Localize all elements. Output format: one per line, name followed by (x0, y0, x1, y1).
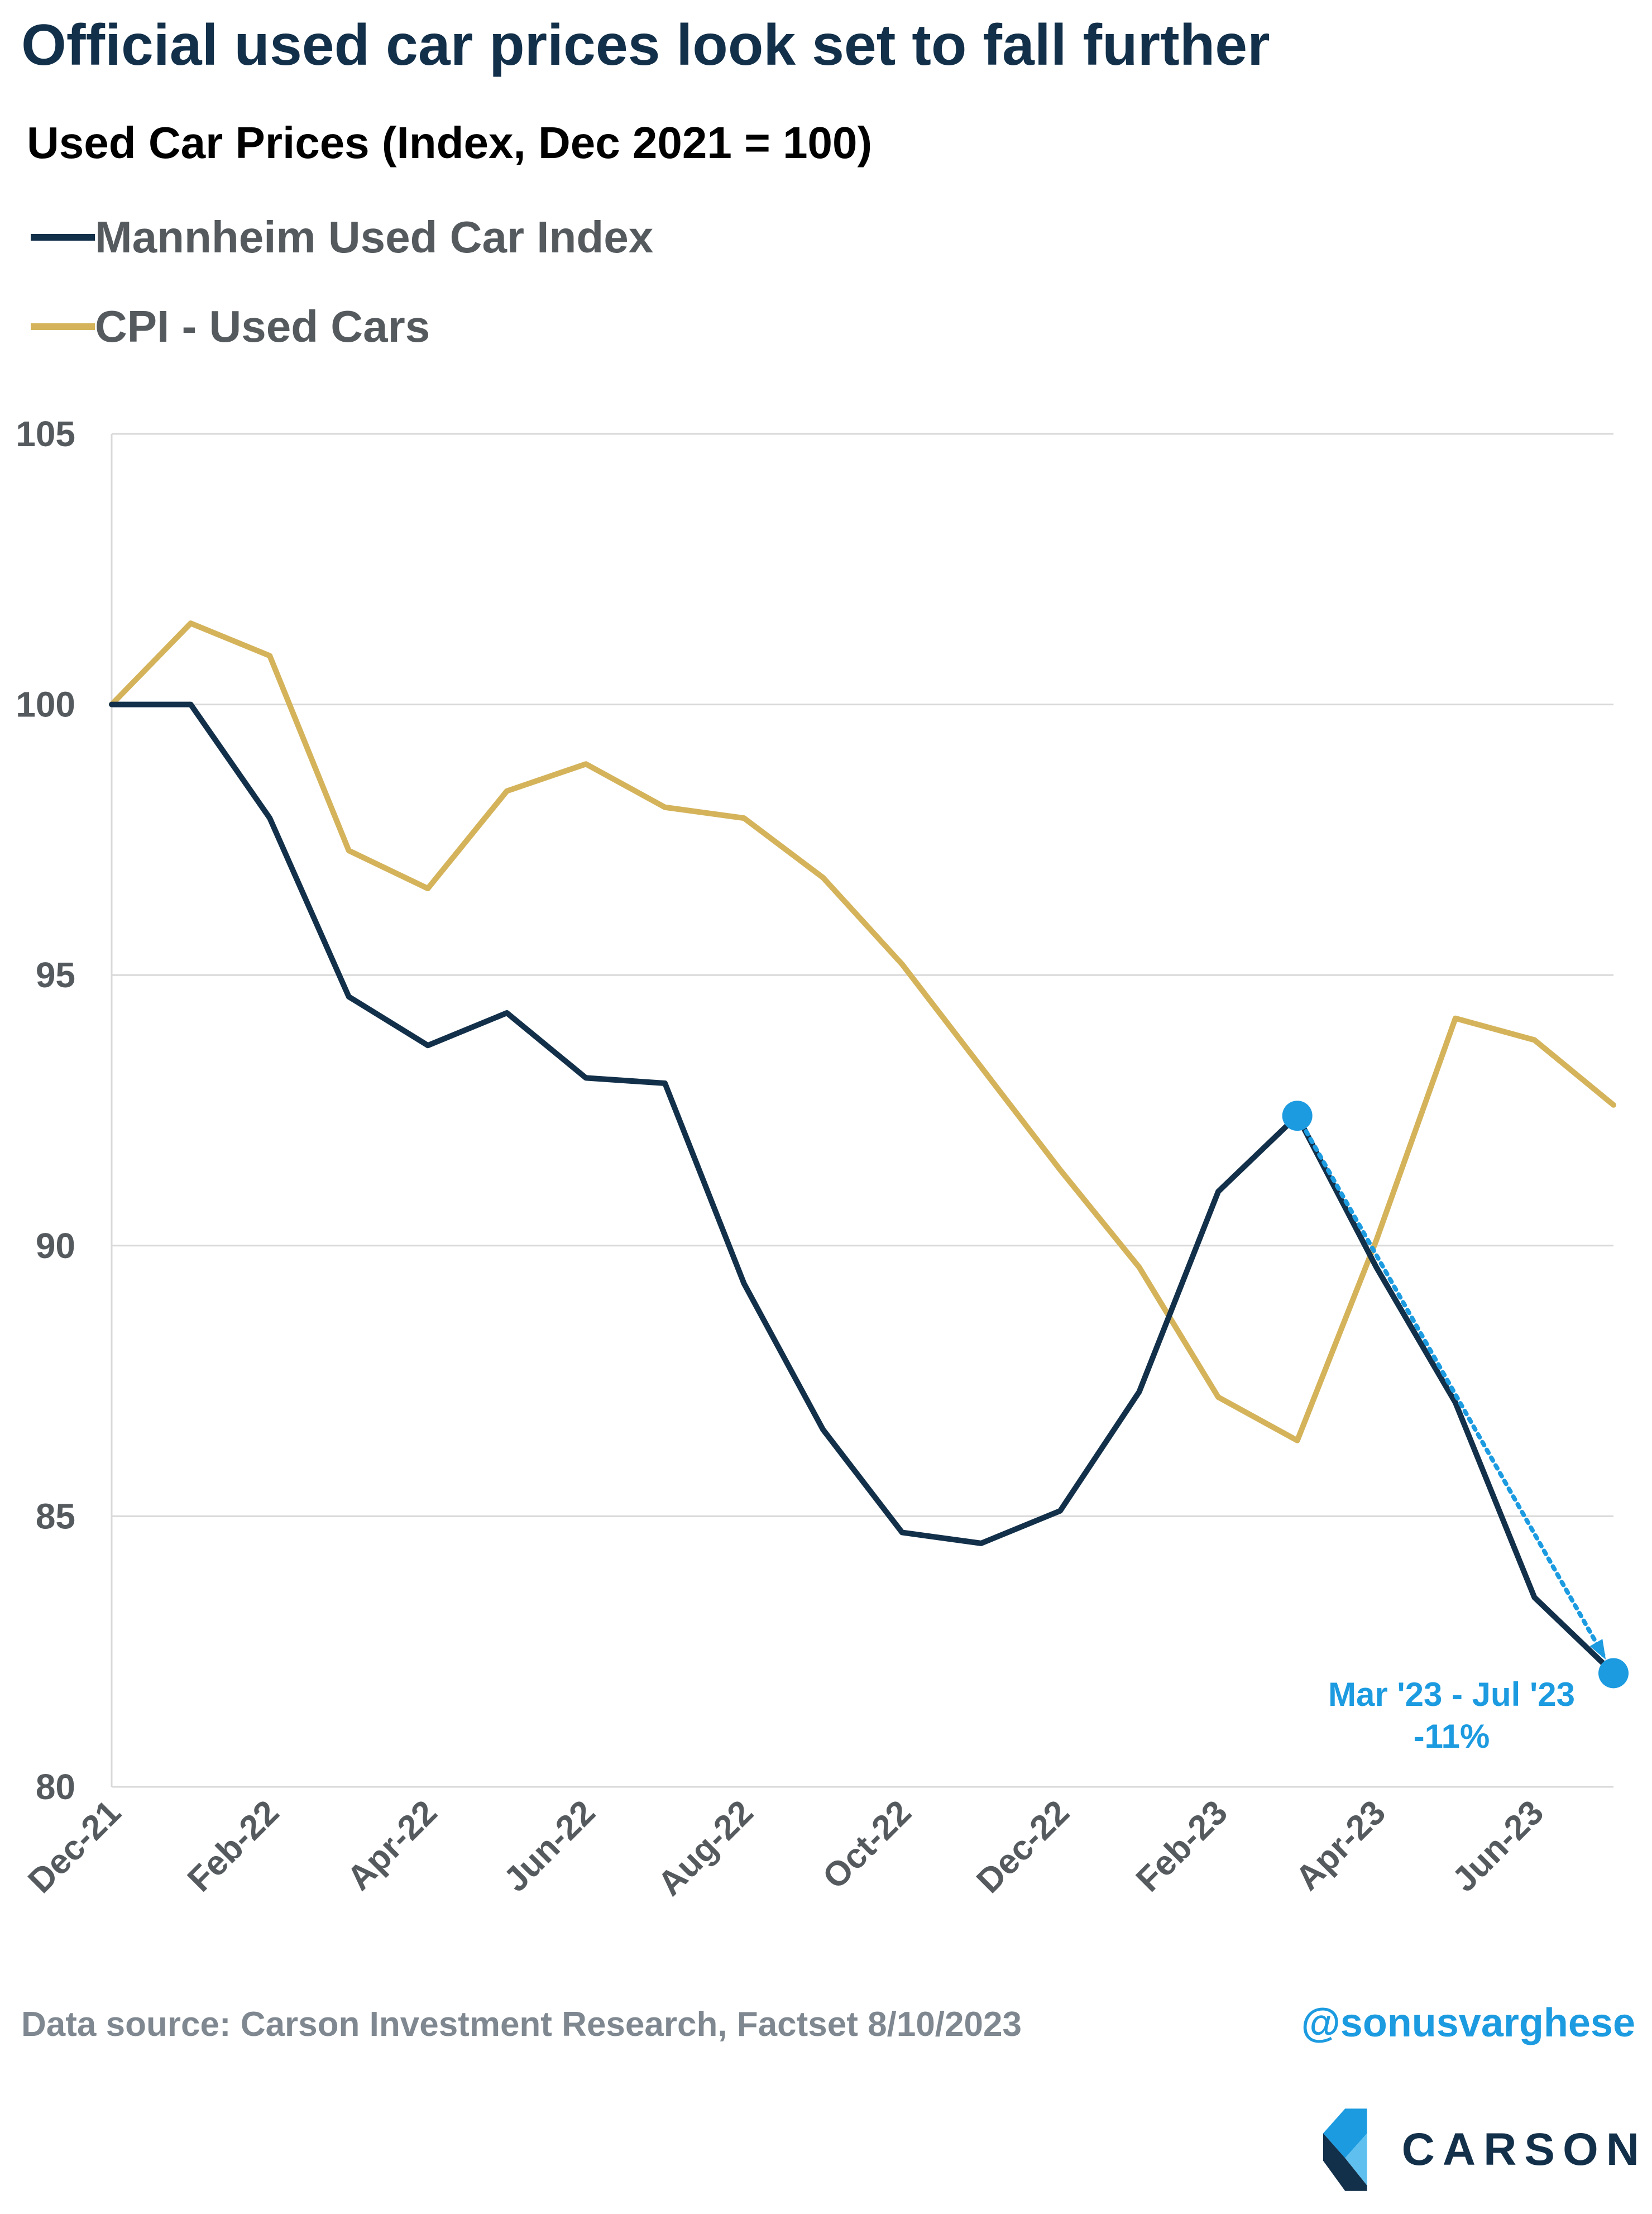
y-tick-label: 105 (16, 414, 75, 454)
chart-title: Official used car prices look set to fal… (21, 13, 1270, 78)
series-line-mannheim-used-car-index (109, 701, 1616, 1676)
x-tick-label: Apr-22 (340, 1793, 445, 1898)
y-tick-label: 95 (36, 955, 75, 995)
y-tick-label: 90 (36, 1226, 75, 1266)
x-tick-label: Dec-22 (969, 1793, 1077, 1901)
annotation-end-marker (1598, 1658, 1629, 1689)
legend-swatch-cpi (31, 323, 95, 330)
annotation-arrowhead (1589, 1639, 1606, 1660)
x-tick-label: Feb-23 (1129, 1793, 1235, 1899)
y-tick-label: 85 (36, 1496, 75, 1536)
x-tick-label: Oct-22 (815, 1793, 918, 1896)
x-tick-label: Apr-23 (1289, 1793, 1394, 1898)
carson-logo-mark-icon (1323, 2108, 1367, 2191)
legend-swatch-mannheim (31, 234, 95, 241)
y-tick-label: 80 (36, 1767, 75, 1807)
annotation-label-change: -11% (1414, 1718, 1490, 1755)
annotation-start-marker (1282, 1101, 1313, 1131)
legend-label-cpi: CPI - Used Cars (95, 302, 430, 351)
carson-logo-wordmark: CARSON (1401, 2124, 1647, 2175)
chart-subtitle: Used Car Prices (Index, Dec 2021 = 100) (27, 118, 873, 168)
annotation-label-period: Mar '23 - Jul '23 (1328, 1676, 1575, 1713)
annotation-arrow-line (1295, 1113, 1606, 1658)
carson-logo: CARSON (1323, 2105, 1647, 2194)
x-tick-label: Feb-22 (180, 1793, 286, 1899)
x-tick-label: Jun-23 (1445, 1793, 1551, 1899)
y-tick-label: 100 (16, 685, 75, 725)
line-chart: 80 85 90 95 100 105 Dec-21 Feb-22 Apr-22 Jun-22 Au… (16, 414, 1629, 1903)
data-source-note: Data source: Carson Investment Research,… (21, 2005, 1022, 2044)
legend-item-mannheim: Mannheim Used Car Index (31, 209, 653, 265)
series-line-cpi-used-cars (109, 620, 1616, 1443)
x-tick-label: Aug-22 (650, 1793, 760, 1903)
legend-label-mannheim: Mannheim Used Car Index (95, 212, 654, 262)
author-handle[interactable]: @sonusvarghese (1301, 2001, 1635, 2045)
x-tick-label: Jun-22 (496, 1793, 602, 1899)
legend-item-cpi: CPI - Used Cars (31, 299, 430, 355)
x-tick-label: Dec-21 (21, 1793, 128, 1901)
